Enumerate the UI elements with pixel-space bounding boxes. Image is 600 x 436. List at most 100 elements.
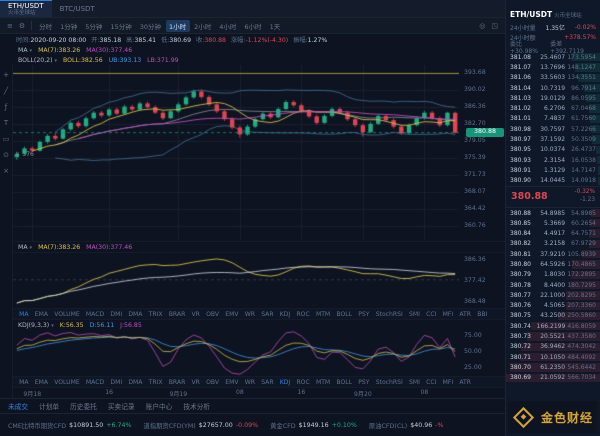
- text-tool-icon[interactable]: T: [3, 118, 9, 127]
- indicator-tab-obv[interactable]: OBV: [206, 378, 220, 386]
- indicator-tab-mfi[interactable]: MFI: [442, 310, 454, 318]
- bid-row[interactable]: 380.81 37.9210 105.8939: [506, 249, 600, 259]
- tab-btc-usdt[interactable]: BTC/USDT: [52, 0, 103, 17]
- indicator-tab-dma[interactable]: DMA: [128, 378, 143, 386]
- menu-icon[interactable]: ≡: [7, 21, 13, 30]
- indicator-tab-dmi[interactable]: DMI: [110, 378, 123, 386]
- ma-dropdown[interactable]: MA ▾: [18, 46, 33, 54]
- indicator-tab-kdj[interactable]: KDJ: [279, 378, 291, 386]
- timeframe-4[interactable]: 30分钟: [139, 22, 161, 31]
- timeframe-8[interactable]: 6小时: [244, 22, 262, 31]
- bid-row[interactable]: 380.79 1.8030 172.2895: [506, 270, 600, 280]
- indicator-tab-kdj[interactable]: KDJ: [279, 310, 291, 318]
- indicator-tab-brar[interactable]: BRAR: [168, 378, 186, 386]
- indicator-tab-ma[interactable]: MA: [19, 310, 29, 318]
- indicator-tab-trix[interactable]: TRIX: [148, 310, 163, 318]
- settings-gear-icon[interactable]: ⚙: [18, 21, 26, 30]
- boll-dropdown[interactable]: BOLL(20,2) ▾: [18, 56, 57, 64]
- ask-row[interactable]: 380.97 37.1592 50.3509: [506, 134, 600, 144]
- timeframe-9[interactable]: 1天: [269, 22, 281, 31]
- indicator-tab-macd[interactable]: MACD: [85, 378, 105, 386]
- bid-row[interactable]: 380.69 21.0592 566.7034: [506, 373, 600, 383]
- ask-row[interactable]: 380.91 1.3129 14.7147: [506, 165, 600, 175]
- indicator-tab-atr[interactable]: ATR: [459, 378, 472, 386]
- bid-row[interactable]: 380.72 36.9462 474.3042: [506, 342, 600, 352]
- ask-row[interactable]: 381.02 6.2706 67.0468: [506, 103, 600, 113]
- last-price-block[interactable]: 380.88 -0.32% -1.23: [506, 185, 600, 208]
- ma-sub-canvas[interactable]: [13, 253, 459, 309]
- fullscreen-icon[interactable]: ◳: [491, 21, 498, 30]
- indicator-tab-atr[interactable]: ATR: [459, 310, 472, 318]
- ask-row[interactable]: 380.90 14.0445 14.0918: [506, 176, 600, 186]
- indicator-tab-wr[interactable]: WR: [244, 310, 255, 318]
- ask-row[interactable]: 381.07 13.7696 148.1247: [506, 62, 600, 72]
- indicator-tab-bbi[interactable]: BBI: [477, 310, 488, 318]
- crosshair-icon[interactable]: +: [3, 70, 9, 79]
- bid-row[interactable]: 380.80 64.5926 170.4865: [506, 259, 600, 269]
- account-tab-2[interactable]: 历史委托: [70, 403, 97, 411]
- ticker-item[interactable]: 黄金CFD $1949.16 +0.10%: [270, 421, 357, 430]
- timeframe-5[interactable]: 1小时: [165, 19, 190, 32]
- rect-tool-icon[interactable]: ▭: [2, 134, 10, 143]
- timeframe-1[interactable]: 1分钟: [60, 22, 78, 31]
- ticker-item[interactable]: 原油CFD(CL) $40.96 -%: [369, 421, 444, 430]
- ask-row[interactable]: 381.08 25.4607 173.5954: [506, 52, 600, 62]
- ticker-item[interactable]: 道指期货CFD(YM) $27657.00 -0.09%: [144, 421, 259, 430]
- ask-row[interactable]: 380.95 10.0374 26.4737: [506, 145, 600, 155]
- bid-row[interactable]: 380.70 61.2350 545.6442: [506, 362, 600, 372]
- main-chart-canvas[interactable]: [13, 65, 459, 241]
- bid-row[interactable]: 380.78 8.4400 180.7295: [506, 280, 600, 290]
- indicator-tab-cci[interactable]: CCI: [426, 378, 437, 386]
- account-tab-0[interactable]: 未成交: [8, 403, 29, 411]
- ask-row[interactable]: 381.04 10.7319 96.7914: [506, 83, 600, 93]
- indicator-tab-vr[interactable]: VR: [191, 378, 200, 386]
- indicator-tab-roc[interactable]: ROC: [296, 310, 310, 318]
- ask-row[interactable]: 380.98 30.7597 57.2266: [506, 124, 600, 134]
- indicator-tab-ema[interactable]: EMA: [34, 378, 48, 386]
- bid-row[interactable]: 380.74 166.2199 416.8059: [506, 321, 600, 331]
- indicator-tab-volume[interactable]: VOLUME: [54, 378, 80, 386]
- indicator-tab-obv[interactable]: OBV: [206, 310, 220, 318]
- timeframe-6[interactable]: 2小时: [194, 22, 212, 31]
- indicator-tab-psy[interactable]: PSY: [358, 310, 370, 318]
- indicator-tab-sar[interactable]: SAR: [261, 378, 274, 386]
- account-tab-4[interactable]: 账户中心: [145, 403, 173, 411]
- timeframe-3[interactable]: 15分钟: [110, 22, 132, 31]
- kdj-dropdown[interactable]: KDJ(9,3,3) ▾: [18, 321, 54, 329]
- timeframe-7[interactable]: 4小时: [219, 22, 237, 31]
- trendline-icon[interactable]: ╱: [3, 86, 9, 95]
- ask-row[interactable]: 380.93 2.3154 16.0538: [506, 155, 600, 165]
- tab-eth-usdt[interactable]: ETH/USDT 火币全球站: [0, 0, 52, 17]
- indicator-tab-stochrsi[interactable]: StochRSI: [375, 310, 403, 318]
- bid-row[interactable]: 380.88 54.8985 54.8985: [506, 208, 600, 218]
- ticker-item[interactable]: CME比特币期货CFD $10891.50 +6.74%: [8, 421, 132, 430]
- ask-row[interactable]: 381.01 7.4837 61.7560: [506, 114, 600, 124]
- indicator-tab-stochrsi[interactable]: StochRSI: [375, 378, 403, 386]
- indicator-tab-brar[interactable]: BRAR: [168, 310, 186, 318]
- indicator-tab-mfi[interactable]: MFI: [442, 378, 454, 386]
- indicator-tab-cci[interactable]: CCI: [426, 310, 437, 318]
- account-tab-5[interactable]: 技术分析: [183, 403, 211, 411]
- bid-row[interactable]: 380.73 20.5521 437.3580: [506, 331, 600, 341]
- indicator-tab-ma[interactable]: MA: [19, 378, 29, 386]
- bid-row[interactable]: 380.85 5.3669 60.2654: [506, 218, 600, 228]
- indicator-tab-macd[interactable]: MACD: [85, 310, 105, 318]
- bid-row[interactable]: 380.71 10.1050 484.4092: [506, 352, 600, 362]
- indicator-tab-emv[interactable]: EMV: [225, 378, 239, 386]
- indicator-tab-ema[interactable]: EMA: [34, 310, 48, 318]
- indicator-tab-wr[interactable]: WR: [244, 378, 255, 386]
- kdj-canvas[interactable]: [13, 330, 459, 376]
- bid-row[interactable]: 380.84 4.4917 64.7571: [506, 228, 600, 238]
- indicator-tab-boll[interactable]: BOLL: [336, 310, 353, 318]
- indicator-tab-dmi[interactable]: DMI: [110, 310, 123, 318]
- indicator-tab-mtm[interactable]: MTM: [315, 310, 331, 318]
- indicator-tab-sar[interactable]: SAR: [261, 310, 274, 318]
- indicator-tab-boll[interactable]: BOLL: [336, 378, 353, 386]
- bid-row[interactable]: 380.77 22.1000 202.8295: [506, 290, 600, 300]
- bid-row[interactable]: 380.75 43.2500 250.5860: [506, 311, 600, 321]
- indicator-tab-smi[interactable]: SMI: [408, 310, 420, 318]
- ask-row[interactable]: 381.06 33.5603 134.3551: [506, 73, 600, 83]
- indicator-tab-roc[interactable]: ROC: [296, 378, 310, 386]
- indicator-tab-smi[interactable]: SMI: [408, 378, 420, 386]
- ask-row[interactable]: 381.03 19.0129 86.0595: [506, 93, 600, 103]
